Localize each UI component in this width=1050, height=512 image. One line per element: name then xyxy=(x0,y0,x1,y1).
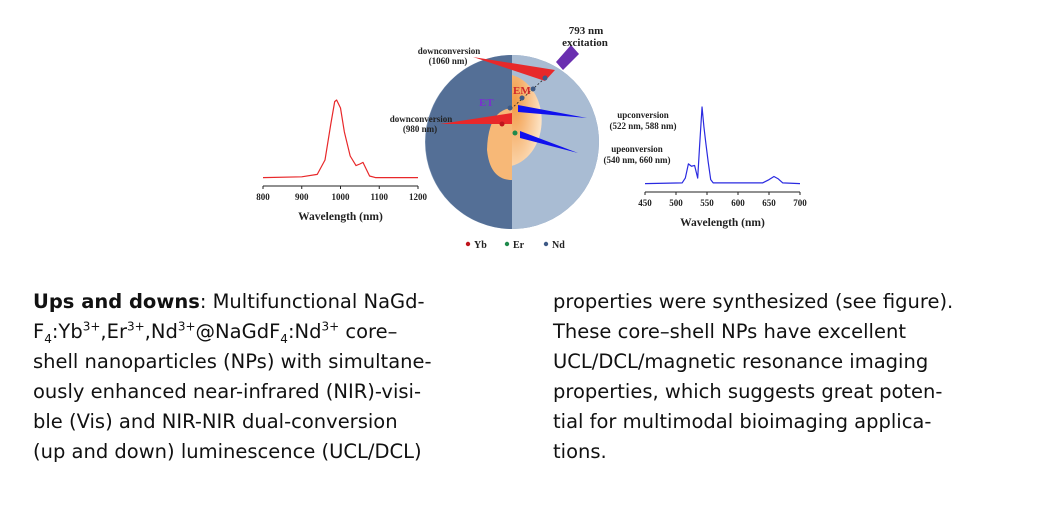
caption-text: tial for multimodal bioimaging applica- xyxy=(553,410,932,433)
caption-text: 3+ xyxy=(177,319,196,334)
caption-text: ously enhanced near-infrared (NIR)-visi- xyxy=(33,380,421,403)
caption-line: These core–shell NPs have excellent xyxy=(553,317,1033,347)
caption-text: UCL/DCL/magnetic resonance imaging xyxy=(553,350,929,373)
caption-text: :Yb xyxy=(51,320,83,343)
upconversion-522-arrow xyxy=(518,105,587,118)
legend-marker-yb xyxy=(465,241,471,247)
em-label: EM xyxy=(513,85,531,97)
excitation-arrow xyxy=(556,45,579,70)
caption-text: (up and down) luminescence (UCL/DCL) xyxy=(33,440,422,463)
caption-text: 3+ xyxy=(82,319,101,334)
caption-text: properties were synthesized (see figure)… xyxy=(553,290,954,313)
caption-line: tions. xyxy=(553,437,1033,467)
caption-text: @NaGdF xyxy=(195,320,281,343)
x-tick-label: 1200 xyxy=(409,192,428,202)
caption-line: properties, which suggests great poten- xyxy=(553,377,1033,407)
caption-text: properties, which suggests great poten- xyxy=(553,380,943,403)
caption-text: 3+ xyxy=(321,319,340,334)
up2-label: upeonversion xyxy=(611,144,663,154)
legend-label-nd: Nd xyxy=(552,240,565,251)
caption-line: properties were synthesized (see figure)… xyxy=(553,287,1033,317)
x-axis-label: Wavelength (nm) xyxy=(298,211,383,223)
up2-value: (540 nm, 660 nm) xyxy=(604,155,671,165)
x-tick-label: 500 xyxy=(669,198,683,208)
upconversion-540-arrow xyxy=(520,131,578,153)
legend: Yb Er Nd xyxy=(465,240,565,251)
spectrum-line xyxy=(262,99,418,179)
excitation-label: 793 nm xyxy=(569,25,604,37)
graphical-abstract-figure: EM ET 793 nm excitation downconversion (… xyxy=(256,25,807,251)
excitation-label-2: excitation xyxy=(562,37,608,49)
spectrum-chart-1: 800 900 1000 1100 1200 Wavelength (nm) xyxy=(256,99,428,223)
up1-label: upconversion xyxy=(617,110,669,120)
caption-text: 4 xyxy=(44,331,52,346)
legend-label-yb: Yb xyxy=(474,240,487,251)
caption-text: F xyxy=(33,320,45,343)
caption-right-column: properties were synthesized (see figure)… xyxy=(553,287,1033,467)
caption-line: tial for multimodal bioimaging applica- xyxy=(553,407,1033,437)
caption-line: (up and down) luminescence (UCL/DCL) xyxy=(33,437,533,467)
downconversion-1060-arrow xyxy=(473,57,555,81)
x-tick-label: 600 xyxy=(731,198,745,208)
down980-label: downconversion xyxy=(390,114,453,124)
caption-text: core– xyxy=(339,320,398,343)
spectrum-line xyxy=(644,106,801,185)
caption-text: These core–shell NPs have excellent xyxy=(553,320,906,343)
up1-value: (522 nm, 588 nm) xyxy=(610,121,677,131)
legend-marker-nd xyxy=(543,241,549,247)
caption-heading: Ups and downs xyxy=(33,290,200,313)
caption-text: ,Er xyxy=(100,320,127,343)
spectrum-chart-2: 450 500 550 600 650 700 Wavelength (nm) xyxy=(638,106,807,229)
x-tick-label: 650 xyxy=(762,198,776,208)
legend-marker-er xyxy=(504,241,510,247)
caption-line: F4:Yb3+,Er3+,Nd3+@NaGdF4:Nd3+ core– xyxy=(33,317,533,347)
et-label: ET xyxy=(479,97,494,109)
x-axis-label: Wavelength (nm) xyxy=(680,217,765,229)
down1060-value: (1060 nm) xyxy=(429,56,468,66)
x-tick-label: 900 xyxy=(295,192,309,202)
down1060-label: downconversion xyxy=(418,46,481,56)
x-tick-label: 700 xyxy=(793,198,807,208)
core-shell-nanoparticle: EM ET xyxy=(425,45,599,229)
caption-line: Ups and downs: Multifunctional NaGd- xyxy=(33,287,533,317)
caption-line: ously enhanced near-infrared (NIR)-visi- xyxy=(33,377,533,407)
caption-text: 3+ xyxy=(126,319,145,334)
caption-line: ble (Vis) and NIR-NIR dual-conversion xyxy=(33,407,533,437)
x-tick-label: 800 xyxy=(256,192,270,202)
caption-line: shell nanoparticles (NPs) with simultane… xyxy=(33,347,533,377)
x-tick-label: 1000 xyxy=(332,192,351,202)
caption-text: : Multifunctional NaGd- xyxy=(199,290,425,313)
x-tick-label: 550 xyxy=(700,198,714,208)
caption-line: UCL/DCL/magnetic resonance imaging xyxy=(553,347,1033,377)
caption-text: tions. xyxy=(553,440,607,463)
caption-text: ble (Vis) and NIR-NIR dual-conversion xyxy=(33,410,398,433)
caption-text: shell nanoparticles (NPs) with simultane… xyxy=(33,350,432,373)
caption-left-column: Ups and downs: Multifunctional NaGd- F4:Y… xyxy=(33,287,533,467)
caption-text: 4 xyxy=(280,331,288,346)
legend-label-er: Er xyxy=(513,240,525,251)
x-tick-label: 1100 xyxy=(370,192,388,202)
down980-value: (980 nm) xyxy=(403,124,437,134)
caption-text: ,Nd xyxy=(144,320,178,343)
caption-text: :Nd xyxy=(287,320,322,343)
x-tick-label: 450 xyxy=(638,198,652,208)
downconversion-980-arrow xyxy=(440,113,512,124)
